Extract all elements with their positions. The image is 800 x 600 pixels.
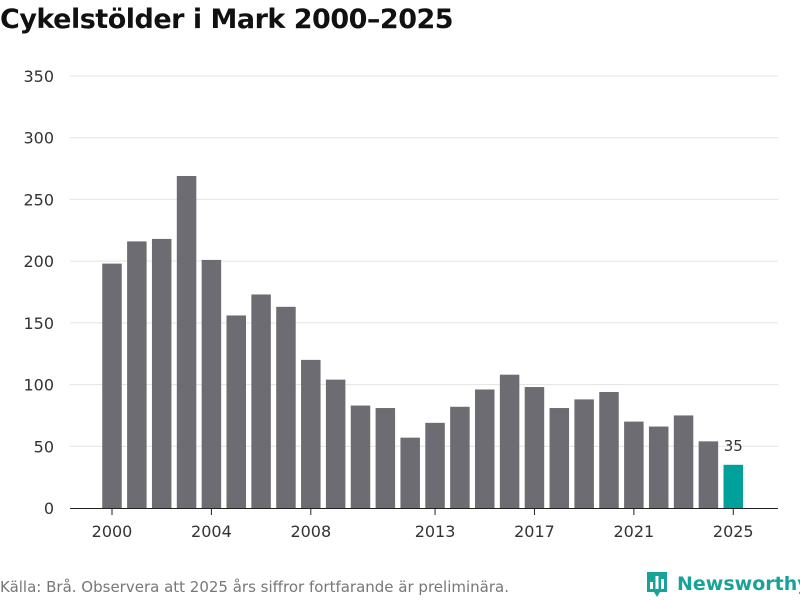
bar-2025 (723, 464, 743, 508)
bar-2017 (524, 387, 545, 508)
bar-2007 (276, 306, 296, 508)
y-axis-ticks: 0 50 100 150 200 250 300 350 (23, 67, 54, 518)
bar-2003 (176, 175, 197, 508)
data-label-2025: 35 (724, 437, 743, 455)
y-tick-label: 200 (23, 252, 54, 271)
bar-2016 (499, 374, 520, 508)
x-tick-label: 2000 (92, 522, 133, 541)
bar-2014 (450, 406, 470, 508)
bar-2012 (400, 437, 420, 508)
bar-2013 (425, 422, 445, 508)
chart-title: Cykelstölder i Mark 2000–2025 (0, 4, 454, 35)
bar-2024 (698, 441, 719, 508)
y-tick-label: 300 (23, 129, 54, 148)
brand-name: Newsworthy (677, 573, 800, 595)
y-tick-label: 100 (23, 376, 54, 395)
bar-2011 (375, 408, 396, 508)
y-tick-label: 350 (23, 67, 54, 86)
brand-logo[interactable]: Newsworthy (645, 569, 800, 599)
y-tick-label: 0 (44, 499, 54, 518)
x-tick-label: 2021 (613, 522, 654, 541)
bar-2008 (301, 359, 321, 508)
source-note: Källa: Brå. Observera att 2025 års siffr… (0, 578, 509, 596)
x-tick-label: 2013 (415, 522, 456, 541)
bar-2000 (102, 263, 122, 508)
x-tick-label: 2025 (713, 522, 754, 541)
data-labels: 35 (724, 437, 743, 455)
bar-2020 (599, 391, 619, 508)
y-tick-label: 250 (23, 190, 54, 209)
bar-chart: 0 50 100 150 200 250 300 350 35 2000 2004 2008 201… (23, 67, 778, 541)
bar-2001 (127, 241, 147, 508)
bar-2002 (151, 238, 172, 508)
bar-2015 (475, 389, 495, 508)
bar-2004 (201, 259, 222, 508)
bar-chart-logo-icon (647, 572, 667, 597)
bar-2018 (549, 408, 570, 508)
bar-2010 (350, 405, 371, 508)
bar-2023 (673, 415, 694, 508)
y-tick-label: 50 (34, 437, 54, 456)
bar-2021 (624, 421, 644, 508)
x-tick-label: 2017 (514, 522, 555, 541)
bar-2006 (251, 294, 271, 508)
y-tick-label: 150 (23, 314, 54, 333)
x-tick-label: 2004 (191, 522, 232, 541)
gridlines (70, 75, 778, 447)
bars (102, 175, 743, 508)
bar-2019 (574, 399, 594, 508)
bar-2005 (226, 315, 246, 508)
bar-2022 (648, 426, 669, 508)
bar-2009 (325, 379, 346, 508)
x-axis-ticks: 2000 2004 2008 2013 2017 2021 2025 (92, 508, 754, 541)
x-tick-label: 2008 (290, 522, 331, 541)
